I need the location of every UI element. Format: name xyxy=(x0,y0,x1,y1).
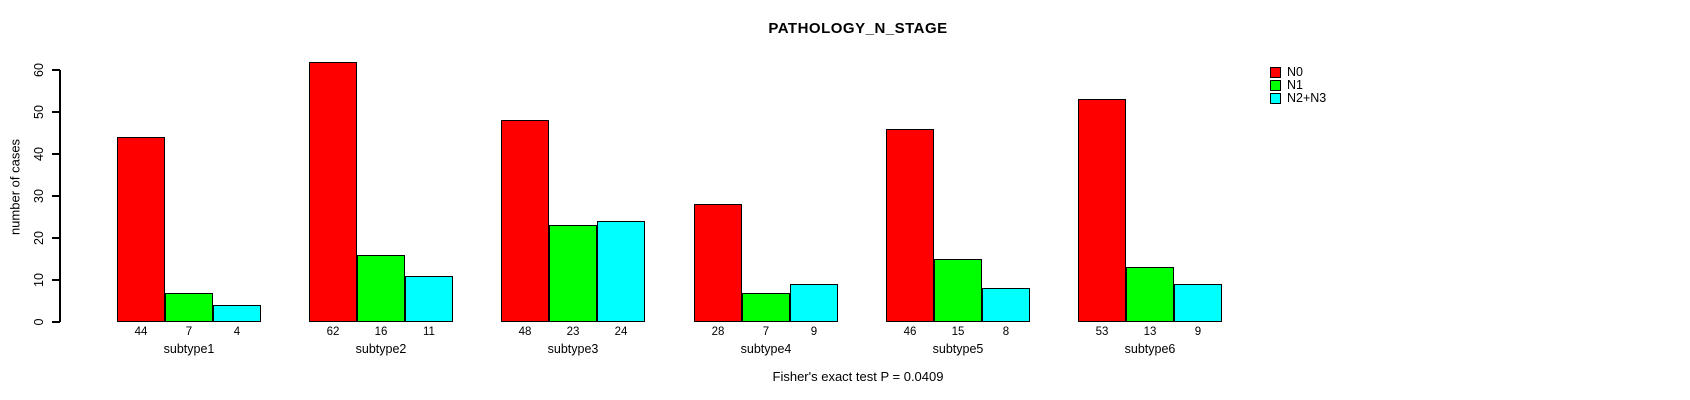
bar-n0-subtype6 xyxy=(1078,99,1126,322)
y-axis-tick xyxy=(52,111,60,113)
bar-n0-subtype3 xyxy=(501,120,549,322)
category-label-subtype3: subtype3 xyxy=(547,342,599,356)
y-axis-tick xyxy=(52,279,60,281)
bar-n1-subtype4 xyxy=(742,293,790,322)
bar-value-label: 28 xyxy=(711,326,725,338)
y-axis-tick xyxy=(52,195,60,197)
statistical-test-note: Fisher's exact test P = 0.0409 xyxy=(772,369,944,384)
y-axis-tick xyxy=(52,321,60,323)
bar-value-label: 16 xyxy=(374,326,388,338)
bar-value-label: 7 xyxy=(762,326,770,338)
y-axis-tick-label: 60 xyxy=(32,63,46,77)
category-label-subtype5: subtype5 xyxy=(932,342,984,356)
bar-value-label: 7 xyxy=(185,326,193,338)
chart-title: PATHOLOGY_N_STAGE xyxy=(768,20,948,37)
bar-n2n3-subtype6 xyxy=(1174,284,1222,322)
bar-value-label: 9 xyxy=(810,326,818,338)
bar-value-label: 24 xyxy=(614,326,628,338)
legend-label: N2+N3 xyxy=(1287,91,1327,105)
bar-n0-subtype1 xyxy=(117,137,165,322)
bar-value-label: 4 xyxy=(233,326,241,338)
bar-n2n3-subtype2 xyxy=(405,276,453,322)
legend-row: N2+N3 xyxy=(1270,92,1326,105)
bar-value-label: 11 xyxy=(423,326,435,338)
bar-value-label: 8 xyxy=(1002,326,1010,338)
bar-value-label: 62 xyxy=(326,326,340,338)
y-axis-tick xyxy=(52,153,60,155)
bar-value-label: 53 xyxy=(1095,326,1109,338)
bar-n1-subtype3 xyxy=(549,225,597,322)
category-label-subtype1: subtype1 xyxy=(163,342,215,356)
bar-n2n3-subtype3 xyxy=(597,221,645,322)
bar-value-label: 44 xyxy=(134,326,148,338)
y-axis-tick-label: 30 xyxy=(32,189,46,203)
bar-n2n3-subtype5 xyxy=(982,288,1030,322)
bar-value-label: 46 xyxy=(903,326,917,338)
y-axis-tick xyxy=(52,237,60,239)
legend-label: N1 xyxy=(1287,78,1303,92)
y-axis-tick xyxy=(52,69,60,71)
legend-row: N1 xyxy=(1270,79,1326,92)
bar-n2n3-subtype4 xyxy=(790,284,838,322)
bar-value-label: 15 xyxy=(951,326,965,338)
legend-label: N0 xyxy=(1287,65,1303,79)
y-axis-tick-label: 10 xyxy=(32,273,46,287)
y-axis-tick-label: 50 xyxy=(32,105,46,119)
bar-n2n3-subtype1 xyxy=(213,305,261,322)
bar-n1-subtype1 xyxy=(165,293,213,322)
y-axis-tick-label: 20 xyxy=(32,231,46,245)
bar-value-label: 48 xyxy=(518,326,532,338)
legend-swatch-icon xyxy=(1270,67,1281,78)
y-axis-tick-label: 0 xyxy=(32,318,46,326)
y-axis-label: number of cases xyxy=(7,138,23,236)
bar-n1-subtype6 xyxy=(1126,267,1174,322)
y-axis-tick-label: 40 xyxy=(32,147,46,161)
bar-n1-subtype2 xyxy=(357,255,405,322)
bar-n0-subtype4 xyxy=(694,204,742,322)
legend-swatch-icon xyxy=(1270,80,1281,91)
bar-value-label: 9 xyxy=(1194,326,1202,338)
category-label-subtype6: subtype6 xyxy=(1124,342,1176,356)
bar-n1-subtype5 xyxy=(934,259,982,322)
category-label-subtype4: subtype4 xyxy=(740,342,792,356)
bar-value-label: 23 xyxy=(566,326,580,338)
bar-value-label: 13 xyxy=(1143,326,1157,338)
bar-n0-subtype5 xyxy=(886,129,934,322)
legend-row: N0 xyxy=(1270,66,1326,79)
category-label-subtype2: subtype2 xyxy=(355,342,407,356)
bar-n0-subtype2 xyxy=(309,62,357,322)
legend-swatch-icon xyxy=(1270,93,1281,104)
legend: N0 N1 N2+N3 xyxy=(1270,66,1326,105)
